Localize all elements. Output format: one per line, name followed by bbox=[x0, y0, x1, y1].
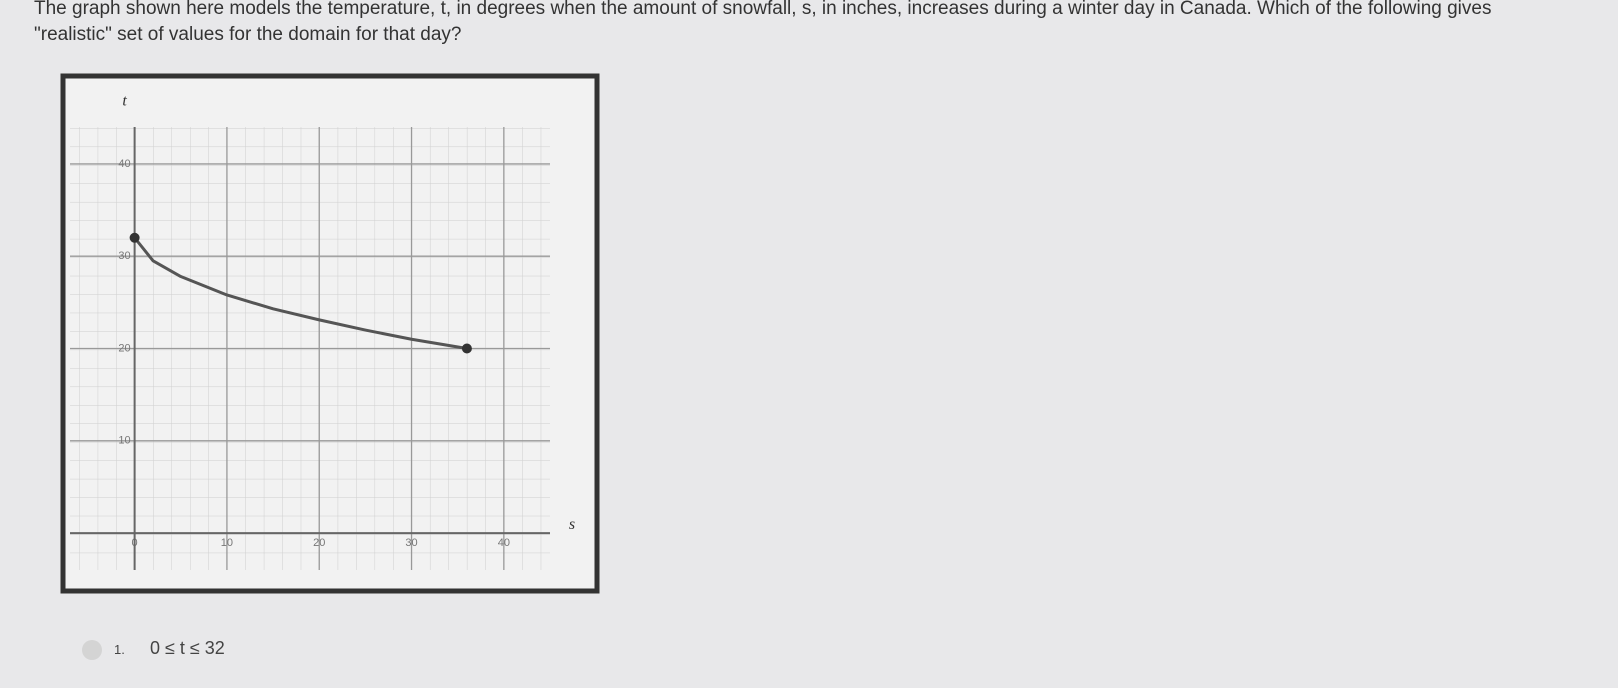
question-line: The graph shown here models the temperat… bbox=[34, 0, 1492, 19]
graph: 01020304010203040ts bbox=[60, 73, 600, 594]
curve bbox=[133, 236, 468, 350]
question: The graph shown here models the temperat… bbox=[34, 0, 1491, 48]
radio-button[interactable] bbox=[82, 640, 102, 660]
question-line: "realistic" set of values for the domain… bbox=[34, 24, 462, 45]
y-tick-label: 10 bbox=[118, 435, 130, 447]
x-tick-label: 30 bbox=[405, 537, 417, 549]
x-tick-label: 40 bbox=[498, 537, 510, 549]
x-tick-label: 10 bbox=[221, 537, 233, 549]
y-tick-label: 20 bbox=[118, 342, 130, 354]
option-text: 0 ≤ t ≤ 32 bbox=[150, 638, 225, 658]
endpoint bbox=[129, 232, 140, 243]
y-axis-label: t bbox=[122, 93, 127, 110]
y-tick-label: 30 bbox=[118, 250, 130, 262]
y-tick-label: 40 bbox=[118, 158, 130, 170]
endpoint bbox=[461, 343, 472, 354]
x-axis-label: s bbox=[569, 516, 575, 533]
x-tick-label: 20 bbox=[313, 537, 325, 549]
option-number: 1. bbox=[114, 642, 125, 657]
